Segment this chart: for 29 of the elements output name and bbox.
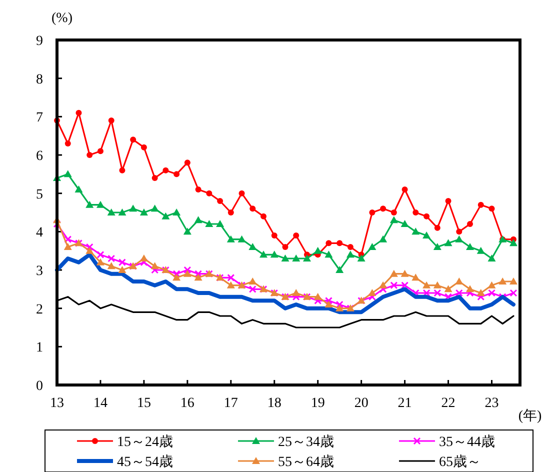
x-axis-title: (年) <box>518 408 542 424</box>
x-tick-label: 19 <box>310 396 325 411</box>
legend-label: 35～44歳 <box>439 434 495 450</box>
y-tick-label: 9 <box>36 34 43 49</box>
x-tick-label: 15 <box>136 396 151 411</box>
y-tick-label: 6 <box>36 149 43 164</box>
y-tick-label: 3 <box>36 264 43 279</box>
x-tick-label: 17 <box>224 396 238 411</box>
legend-label: 55～64歳 <box>278 454 334 470</box>
x-tick-label: 21 <box>398 396 412 411</box>
y-tick-label: 8 <box>36 72 43 88</box>
legend-label: 25～34歳 <box>278 434 334 450</box>
x-tick-label: 18 <box>267 396 282 411</box>
x-tick-label: 13 <box>50 396 64 411</box>
x-tick-label: 20 <box>354 396 368 411</box>
x-tick-label: 23 <box>484 396 499 411</box>
legend-label: 65歳～ <box>439 454 481 470</box>
legend-label: 15～24歳 <box>117 434 173 450</box>
x-tick-label: 16 <box>180 396 194 411</box>
y-tick-label: 7 <box>36 110 43 126</box>
y-tick-label: 1 <box>36 340 43 356</box>
y-tick-label: 0 <box>36 379 43 394</box>
y-tick-label: 5 <box>36 187 43 202</box>
x-tick-label: 22 <box>441 396 456 411</box>
x-tick-label: 14 <box>93 396 108 411</box>
y-tick-label: 2 <box>36 302 43 318</box>
y-axis-title: (%) <box>52 11 73 26</box>
legend-label: 45～54歳 <box>117 454 173 470</box>
y-tick-label: 4 <box>36 226 43 241</box>
